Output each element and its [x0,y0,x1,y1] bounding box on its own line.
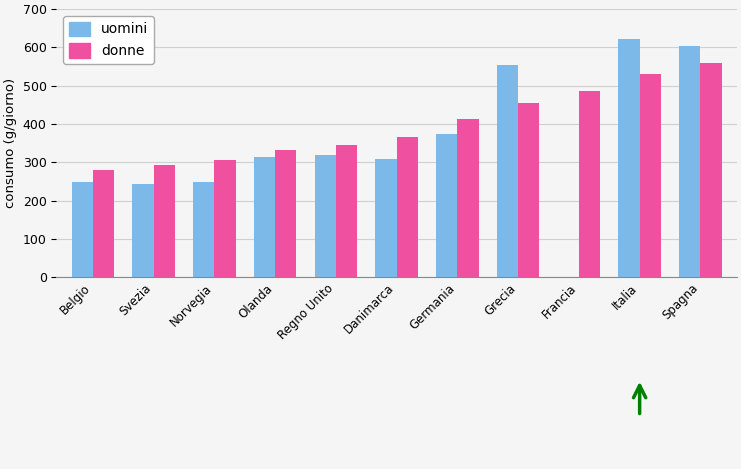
Bar [396,136,418,277]
Bar [436,134,457,277]
Bar [376,159,396,277]
Bar [619,39,639,277]
Y-axis label: consumo (g/giorno): consumo (g/giorno) [4,78,17,208]
Legend: uomini, donne: uomini, donne [64,16,153,64]
Bar [254,157,275,277]
Bar [639,74,661,277]
Bar [275,150,296,277]
Bar [497,65,518,277]
Bar [579,91,600,277]
Bar [679,46,700,277]
Bar [315,155,336,277]
Bar [518,103,539,277]
Bar [700,63,722,277]
Bar [214,160,236,277]
Bar [72,182,93,277]
Bar [336,145,357,277]
Bar [153,165,175,277]
Bar [93,170,114,277]
Bar [193,182,214,277]
Bar [133,184,153,277]
Bar [457,119,479,277]
